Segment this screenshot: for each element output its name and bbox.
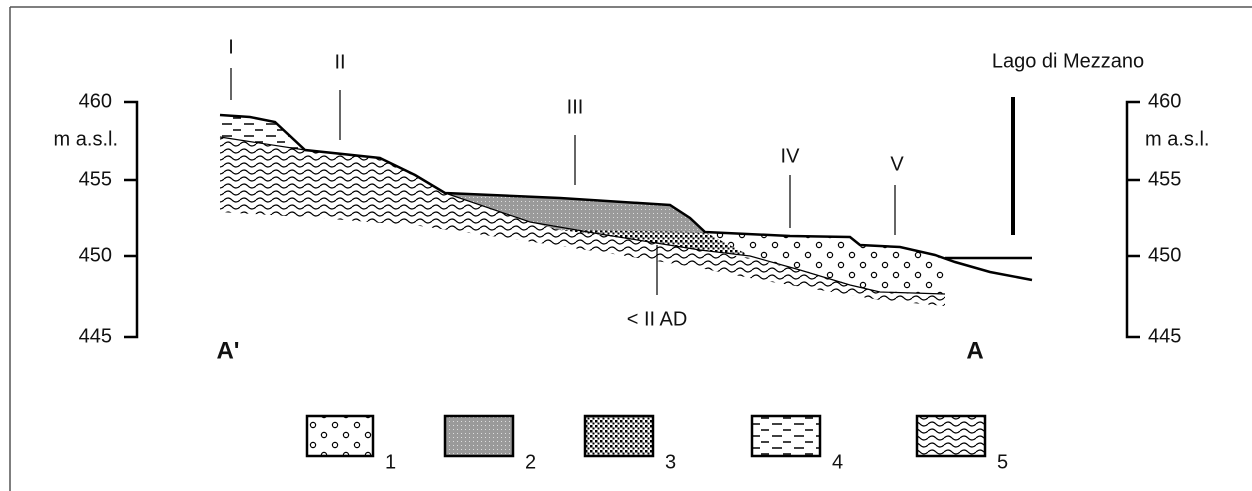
tick-label: 450 (79, 244, 112, 266)
legend-swatch (915, 414, 987, 458)
left-axis (124, 100, 139, 339)
tick-label: 460 (1148, 90, 1181, 112)
axis-unit: m a.s.l. (54, 128, 118, 150)
legend-label: 5 (997, 451, 1008, 473)
legend-label: 1 (385, 451, 396, 473)
tick-label: 455 (79, 168, 112, 190)
legend-label: 2 (525, 451, 536, 473)
unit-boundary (219, 136, 946, 295)
unit-5 (220, 137, 945, 306)
tick-label: 445 (79, 325, 112, 347)
unit-3 (560, 230, 750, 256)
legend-swatch (443, 414, 515, 458)
unit-2 (445, 193, 705, 232)
site-label: II (334, 51, 345, 73)
section-end: A (966, 337, 983, 364)
unit-4 (220, 115, 305, 150)
axis-unit: m a.s.l. (1145, 128, 1209, 150)
section-end: A' (216, 337, 239, 364)
tick-label: 445 (1148, 325, 1181, 347)
legend-label: 3 (665, 451, 676, 473)
site-label: V (890, 153, 904, 175)
site-marker (230, 68, 896, 295)
site-label: III (567, 96, 584, 118)
right-axis (1125, 100, 1140, 339)
legend-swatch (305, 414, 375, 458)
legend-label: 4 (832, 451, 843, 473)
tick-label: 460 (79, 90, 112, 112)
legend-swatch (583, 414, 655, 458)
tick-label: 450 (1148, 244, 1181, 266)
site-label: I (228, 36, 234, 58)
tick-label: 455 (1148, 168, 1181, 190)
legend-swatch (750, 414, 822, 458)
lake-label: Lago di Mezzano (992, 50, 1144, 72)
site-label: IV (781, 145, 801, 167)
date-label: < II AD (627, 308, 688, 330)
